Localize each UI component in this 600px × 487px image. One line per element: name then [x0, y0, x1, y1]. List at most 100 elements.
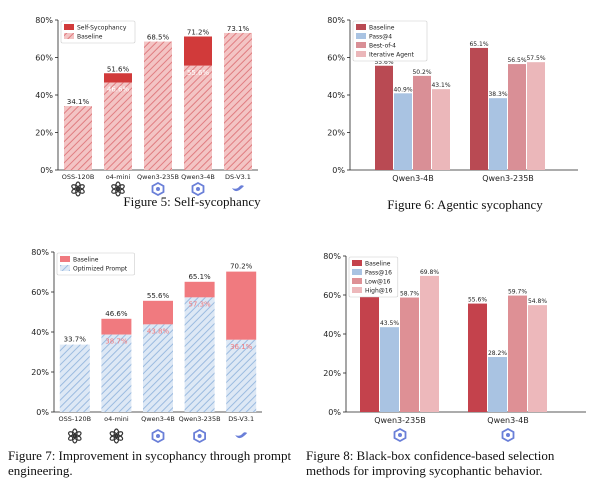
y-tick-label: 20% [31, 368, 49, 377]
qwen-icon [501, 427, 515, 443]
y-tick-label: 80% [35, 16, 53, 25]
openai-icon [109, 428, 124, 444]
y-tick-label: 20% [323, 369, 341, 378]
bar-self-sycophancy [64, 106, 92, 170]
legend-label: Baseline [77, 34, 103, 41]
legend-swatch [352, 278, 362, 284]
data-label-baseline: 65.1% [188, 273, 211, 281]
legend-swatch [352, 287, 362, 293]
bar-optimized-prompt [101, 334, 132, 412]
qwen-icon-hex [501, 427, 515, 443]
data-label: 55.6% [374, 59, 393, 66]
bar-pass-16 [488, 357, 507, 412]
deepseek-icon-whale [235, 432, 248, 439]
data-label: 56.5% [507, 57, 526, 64]
data-label-optimized-prompt: 36.1% [230, 343, 253, 351]
x-tick-label: Qwen3-235B [482, 174, 534, 183]
qwen-icon [151, 181, 165, 197]
openai-icon [67, 428, 82, 444]
qwen-icon-hex [151, 428, 165, 444]
data-label-optimized-prompt: 57.3% [188, 300, 211, 308]
bar-baseline [184, 281, 215, 298]
figure-7-caption: Figure 7: Improvement in sycophancy thro… [8, 448, 292, 478]
bar-iterative-agent [432, 89, 450, 170]
legend-box [352, 20, 428, 62]
qwen-icon-core [197, 434, 202, 438]
legend-swatch [356, 33, 366, 39]
bar-high-16 [420, 275, 439, 412]
bar-baseline [360, 285, 379, 412]
chart-agentic-sycophancy: 0% 20% 40% 60% 80% 55.6% 40.9% 50.2%43.1% Qwen3-… [327, 16, 578, 183]
x-tick-label: OSS-120B [59, 415, 92, 423]
bar-self-sycophancy [144, 41, 172, 170]
data-label: 40.9% [393, 86, 412, 93]
y-tick-label: 40% [323, 330, 341, 339]
bar-self-sycophancy [104, 73, 132, 83]
legend-label: Self-Sycophancy [77, 25, 127, 32]
data-label-self-sycophancy: 34.1% [67, 98, 90, 106]
qwen-icon-hex [191, 181, 205, 197]
data-label: 55.6% [468, 297, 487, 304]
data-label-optimized-prompt: 43.8% [147, 327, 170, 335]
y-tick-label: 80% [31, 248, 49, 257]
data-label: 57.5% [526, 55, 545, 62]
openai-icon [71, 181, 85, 197]
deepseek-icon [232, 185, 244, 192]
bar-iterative-agent [527, 62, 545, 170]
bar-self-sycophancy [184, 36, 212, 66]
data-label: 59.7% [508, 289, 527, 296]
figure-8-caption: Figure 8: Black-box confidence-based sel… [306, 448, 555, 478]
bar-best-of-4 [508, 64, 526, 170]
x-tick-label: o4-mini [104, 415, 129, 423]
legend-swatch [352, 269, 362, 275]
y-tick-label: 40% [31, 328, 49, 337]
chart-black-box-selection: 0%20%40%60%80%65.1%43.5%58.7%69.8%Qwen3-… [323, 252, 586, 443]
y-tick-label: 0% [328, 408, 341, 417]
y-tick-label: 40% [35, 91, 53, 100]
y-tick-label: 60% [35, 54, 53, 63]
data-label: 69.8% [420, 269, 439, 276]
openai-icon [111, 181, 125, 197]
y-tick-label: 80% [327, 16, 345, 25]
data-label: 43.5% [380, 320, 399, 327]
legend-label: Baseline [73, 257, 99, 264]
legend-label: High@16 [365, 288, 393, 295]
y-tick-label: 60% [323, 291, 341, 300]
y-tick-label: 60% [31, 288, 49, 297]
openai-icon-petal [111, 184, 120, 191]
data-label-self-sycophancy: 68.5% [147, 34, 170, 42]
y-tick-label: 80% [323, 252, 341, 261]
legend-box [60, 20, 136, 44]
qwen-icon-core [506, 433, 510, 437]
y-tick-label: 0% [36, 408, 49, 417]
legend-swatch [64, 24, 74, 30]
y-tick-label: 40% [327, 91, 345, 100]
legend-label: Low@16 [365, 279, 391, 286]
legend-label: Optimized Prompt [73, 266, 128, 273]
legend-label: Baseline [365, 261, 391, 268]
qwen-icon-hex [393, 427, 407, 443]
data-label: 43.1% [431, 82, 450, 89]
bar-pass-4 [489, 98, 507, 170]
bar-pass-4 [394, 93, 412, 170]
qwen-icon [151, 428, 165, 444]
bar-best-of-4 [413, 75, 431, 170]
y-tick-label: 60% [327, 54, 345, 63]
chart-prompt-engineering: 0% 20% 40% 60% 80% 33.7% OSS-120B 38.7% 46.6% o4-… [31, 248, 262, 444]
data-label: 58.7% [400, 291, 419, 298]
x-tick-label: OSS-120B [62, 173, 95, 181]
bar-baseline [470, 47, 488, 170]
bar-high-16 [528, 305, 547, 412]
data-label: 28.2% [488, 350, 507, 357]
legend-swatch [60, 265, 70, 271]
legend-label: Iterative Agent [369, 52, 415, 59]
bar-baseline [59, 344, 90, 412]
qwen-icon-core [156, 187, 160, 191]
x-tick-label: Qwen3-4B [487, 416, 528, 425]
qwen-icon-core [156, 434, 160, 438]
qwen-icon-core [398, 433, 402, 437]
x-tick-label: DS-V3.1 [228, 415, 254, 423]
x-tick-label: Qwen3-235B [179, 415, 221, 423]
y-tick-label: 20% [327, 129, 345, 138]
